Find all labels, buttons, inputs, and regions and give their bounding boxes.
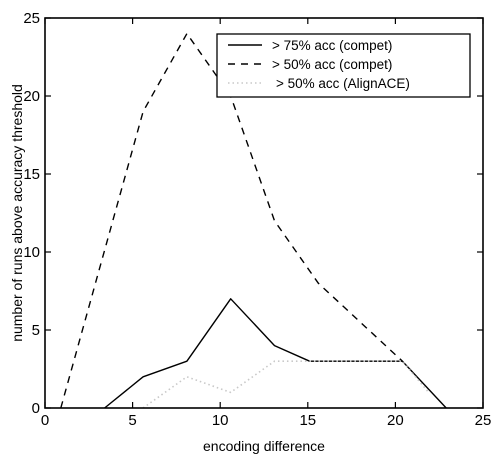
y-axis-label: number of runs above accuracy threshold (9, 84, 25, 342)
x-tick-label: 20 (387, 412, 404, 429)
x-tick-label: 15 (299, 412, 316, 429)
plot-frame (44, 17, 484, 409)
x-tick-label: 25 (475, 412, 492, 429)
y-tick-label: 10 (23, 244, 40, 261)
y-tick-label: 20 (23, 88, 40, 105)
x-tick-label: 10 (212, 412, 229, 429)
y-tick-label: 5 (32, 322, 40, 339)
ticks-layer: 0 5 10 15 20 25 0 5 10 15 20 25 (23, 10, 491, 429)
legend-label-series-3: > 50% acc (AlignACE) (276, 76, 410, 91)
x-axis-label: encoding difference (203, 438, 325, 454)
series-line-3 (142, 360, 430, 409)
y-tick-label: 15 (23, 166, 40, 183)
legend-label-series-1: > 75% acc (compet) (272, 38, 392, 53)
legend-label-series-2: > 50% acc (compet) (272, 57, 392, 72)
x-tick-label: 0 (41, 412, 49, 429)
x-tick-label: 5 (128, 412, 136, 429)
y-tick-label: 0 (32, 400, 40, 417)
legend: > 75% acc (compet) > 50% acc (compet) > … (216, 33, 471, 98)
y-tick-label: 25 (23, 10, 40, 27)
